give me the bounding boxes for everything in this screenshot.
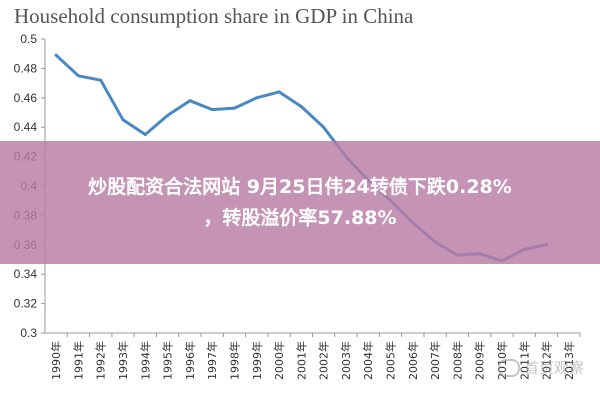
x-tick-label: 1999年 [250,341,264,380]
data-point [277,90,281,94]
x-tick-label: 1994年 [138,341,152,380]
x-tick-label: 2006年 [406,341,420,380]
y-tick-label: 0.44 [14,120,38,134]
x-tick-label: 2003年 [339,341,353,380]
data-point [188,99,192,103]
data-point [210,108,214,112]
x-tick-label: 2004年 [361,341,375,380]
x-tick-label: 2008年 [450,341,464,380]
headline-line-2: ，转股溢价率57.88% [203,206,397,229]
headline-banner[interactable]: 炒股配资合法网站 9月25日伟24转债下跌0.28% ，转股溢价率57.88% [0,141,600,264]
x-tick-label: 1992年 [94,341,108,380]
x-tick-label: 1993年 [116,341,130,380]
x-tick-label: 2009年 [473,341,487,380]
data-point [255,96,259,100]
x-tick-label: 2013年 [562,341,576,380]
data-point [232,106,236,110]
watermark: 首页观察 [497,357,584,378]
y-tick-label: 0.32 [14,297,38,311]
data-point [166,113,170,117]
data-point [54,53,58,57]
y-tick-label: 0.3 [20,326,37,340]
x-tick-label: 1990年 [49,341,63,380]
x-tick-label: 1998年 [227,341,241,380]
x-tick-label: 2000年 [272,341,286,380]
y-tick-label: 0.34 [14,267,38,281]
data-point [143,133,147,137]
x-tick-label: 2011年 [517,341,531,380]
x-tick-label: 2001年 [294,341,308,380]
x-tick-label: 2012年 [540,341,554,380]
x-tick-label: 1996年 [183,341,197,380]
chart-title: Household consumption share in GDP in Ch… [14,4,414,28]
data-point [121,118,125,122]
y-tick-label: 0.5 [20,32,37,46]
x-tick-label: 2007年 [428,341,442,380]
x-tick-label: 2002年 [317,341,331,380]
watermark-text: 首页观察 [523,359,584,377]
data-point [322,125,326,129]
y-tick-label: 0.46 [14,91,38,105]
x-tick-label: 1991年 [71,341,85,380]
y-tick-label: 0.48 [14,61,38,75]
headline-line-1: 炒股配资合法网站 9月25日伟24转债下跌0.28% [88,175,512,198]
watermark-icon [497,358,520,377]
x-tick-label: 2005年 [384,341,398,380]
data-point [99,78,103,82]
data-point [76,74,80,78]
x-tick-label: 1997年 [205,341,219,380]
x-tick-label: 1995年 [161,341,175,380]
data-point [299,105,303,109]
